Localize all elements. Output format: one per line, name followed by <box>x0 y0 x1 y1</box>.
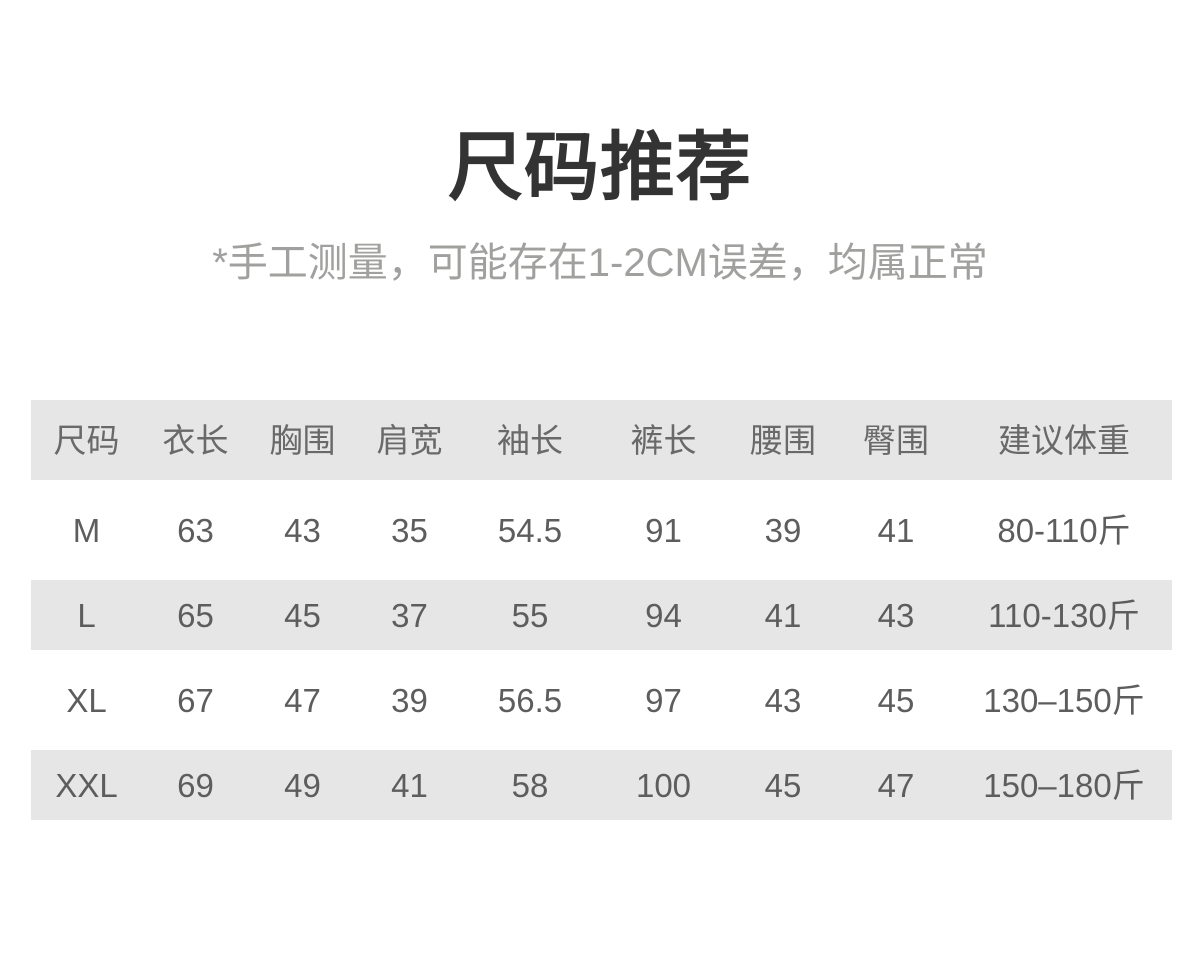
cell-value: 41 <box>877 511 915 549</box>
cell-value: 55 <box>511 596 549 634</box>
cell-value: 63 <box>177 511 214 549</box>
table-row-xxl: XXL 69 49 41 58 100 45 47 150–180斤 <box>31 750 1172 820</box>
cell-value: 43 <box>284 511 321 549</box>
cell-value: 56.5 <box>497 681 563 719</box>
cell-value: 37 <box>391 596 428 634</box>
cell-value: 45 <box>764 766 802 804</box>
cell-value: 41 <box>764 596 802 634</box>
column-header-pants: 裤长 <box>630 421 697 459</box>
cell-size: M <box>72 511 101 549</box>
table-header-row: 尺码 衣长 胸围 肩宽 袖长 裤长 腰围 臀围 建议体重 <box>31 400 1172 480</box>
measurement-note: *手工测量，可能存在1-2CM误差，均属正常 <box>212 241 988 285</box>
column-header-sleeve: 袖长 <box>497 421 563 459</box>
cell-value: 43 <box>877 596 915 634</box>
column-header-hip: 臀围 <box>863 421 929 459</box>
page-title: 尺码推荐 <box>447 125 752 209</box>
cell-value: 94 <box>645 596 682 634</box>
cell-size: XXL <box>55 766 118 804</box>
cell-value: 100 <box>635 766 692 804</box>
column-header-waist: 腰围 <box>750 421 816 459</box>
cell-value: 45 <box>877 681 915 719</box>
size-chart-table: 尺码 衣长 胸围 肩宽 袖长 裤长 腰围 臀围 建议体重 M 63 43 35 … <box>31 385 1172 835</box>
column-header-length: 衣长 <box>162 421 229 459</box>
cell-value: 91 <box>645 511 682 549</box>
cell-value: 47 <box>284 681 321 719</box>
cell-value: 39 <box>764 511 802 549</box>
cell-weight: 110-130斤 <box>988 596 1140 634</box>
cell-value: 41 <box>391 766 428 804</box>
cell-value: 54.5 <box>497 511 563 549</box>
cell-value: 65 <box>177 596 214 634</box>
column-header-size: 尺码 <box>53 421 120 459</box>
column-header-shoulder: 肩宽 <box>376 421 443 459</box>
cell-value: 49 <box>284 766 321 804</box>
cell-weight: 150–180斤 <box>983 766 1145 804</box>
cell-weight: 130–150斤 <box>983 681 1145 719</box>
column-header-weight: 建议体重 <box>998 421 1130 459</box>
cell-size: XL <box>66 681 107 719</box>
table-row-xl: XL 67 47 39 56.5 97 43 45 130–150斤 <box>31 665 1172 735</box>
table-row-m: M 63 43 35 54.5 91 39 41 80-110斤 <box>31 495 1172 565</box>
cell-value: 43 <box>764 681 802 719</box>
cell-value: 69 <box>177 766 214 804</box>
cell-value: 58 <box>511 766 549 804</box>
cell-value: 35 <box>391 511 428 549</box>
column-header-chest: 胸围 <box>269 421 336 459</box>
cell-value: 97 <box>645 681 682 719</box>
cell-value: 45 <box>284 596 321 634</box>
table-row-l: L 65 45 37 55 94 41 43 110-130斤 <box>31 580 1172 650</box>
cell-value: 47 <box>877 766 915 804</box>
cell-value: 67 <box>177 681 214 719</box>
cell-value: 39 <box>391 681 428 719</box>
cell-weight: 80-110斤 <box>997 511 1131 549</box>
cell-size: L <box>77 596 96 634</box>
